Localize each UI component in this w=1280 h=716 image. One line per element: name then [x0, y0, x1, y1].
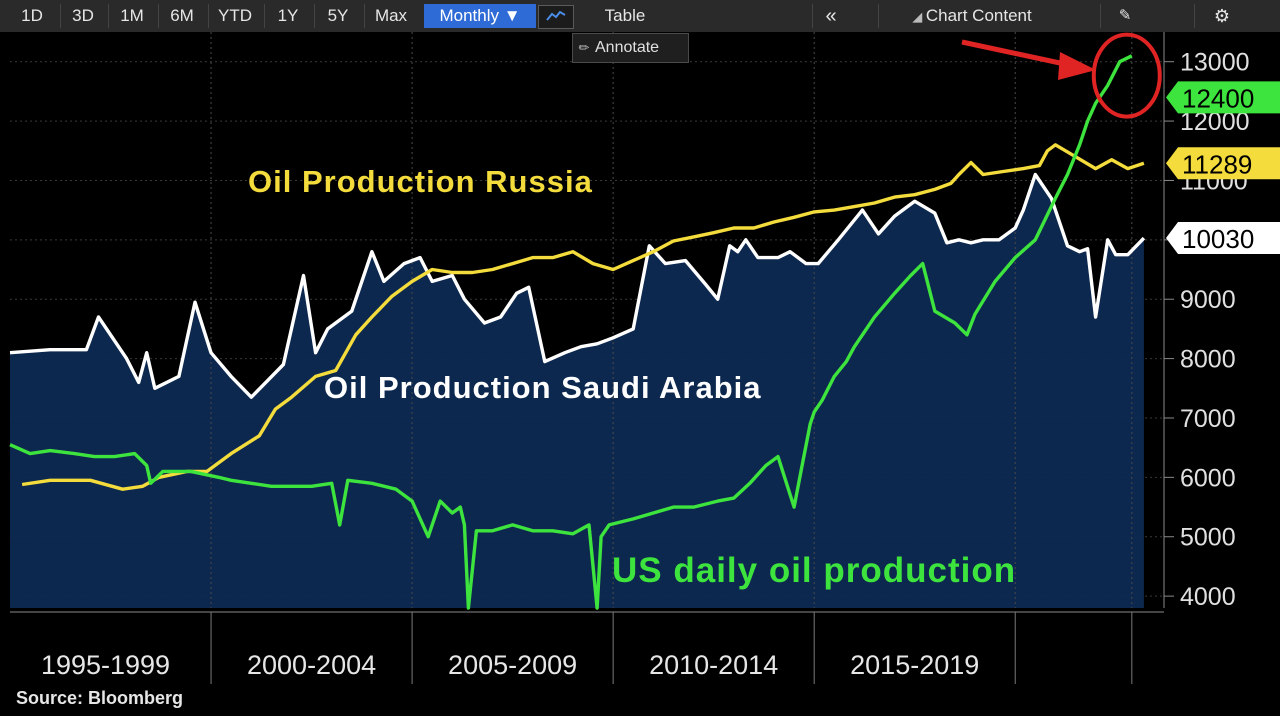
y-tick-label: 7000 — [1180, 405, 1236, 433]
y-tick-label: 5000 — [1180, 524, 1236, 552]
y-tick-label: 9000 — [1180, 286, 1236, 314]
interval-label: Monthly — [439, 6, 499, 25]
value-badge-text: 11289 — [1182, 149, 1252, 179]
table-button[interactable]: Table — [604, 6, 646, 25]
annotations-layer: Oil Production Russia Oil Production Saud… — [248, 164, 1016, 590]
annotate-button[interactable]: ✏ Annotate — [572, 33, 689, 63]
x-period-label: 2005-2009 — [448, 650, 577, 680]
y-tick-label: 13000 — [1180, 49, 1250, 77]
annotate-label: Annotate — [595, 39, 660, 56]
value-badge — [1166, 222, 1280, 255]
period-separators — [210, 32, 1133, 608]
chart-content-icon: ◢ — [912, 9, 926, 24]
gear-icon[interactable]: ⚙ — [1194, 4, 1249, 28]
range-1y-button[interactable]: 1Y — [264, 4, 311, 28]
us-line — [9, 54, 1133, 610]
chart-content-button[interactable]: ◢ Chart Content — [878, 4, 1065, 28]
line-chart-icon[interactable] — [538, 5, 574, 29]
range-max-button[interactable]: Max — [364, 4, 417, 28]
x-period-label: 2010-2014 — [649, 650, 778, 680]
x-period-label: 1995-1999 — [41, 650, 170, 680]
x-period-label: 2000-2004 — [247, 650, 376, 680]
saudi-annotation: Oil Production Saudi Arabia — [324, 370, 762, 405]
value-badge-text: 10030 — [1182, 224, 1254, 254]
range-6m-button[interactable]: 6M — [158, 4, 205, 28]
us-last-value: 12400 — [1166, 81, 1280, 114]
range-3d-button[interactable]: 3D — [60, 4, 105, 28]
interval-dropdown[interactable]: Monthly ▼ — [424, 4, 536, 28]
range-1m-button[interactable]: 1M — [108, 4, 155, 28]
pencil-icon: ✏ — [578, 40, 590, 55]
value-badge-text: 12400 — [1182, 83, 1254, 113]
saudi-arabia-line — [9, 172, 1146, 399]
chart-toolbar: 1D 3D 1M 6M YTD 1Y 5Y Max Monthly ▼ Tabl… — [0, 0, 1280, 32]
y-tick-label: 8000 — [1180, 346, 1236, 374]
saudi-last-value: 10030 — [1166, 222, 1280, 255]
us-annotation: US daily oil production — [612, 551, 1016, 590]
russia-annotation: Oil Production Russia — [248, 164, 593, 199]
chart-content-label: Chart Content — [925, 6, 1032, 25]
last-value-labels: 10030 11289 12400 — [1166, 81, 1280, 255]
saudi-area — [10, 174, 1144, 609]
source-note: Source: Bloomberg — [16, 688, 184, 708]
collapse-icon[interactable]: « — [812, 4, 849, 28]
oil-production-chart: Oil Production Russia Oil Production Saud… — [9, 32, 1280, 684]
y-tick-label: 6000 — [1180, 464, 1236, 492]
chevron-down-icon: ▼ — [503, 6, 521, 25]
range-5y-button[interactable]: 5Y — [314, 4, 361, 28]
x-axis: 1995-1999 2000-2004 2005-2009 2010-2014 2015… — [10, 611, 1164, 684]
range-1d-button[interactable]: 1D — [21, 6, 43, 25]
arrow-head — [1058, 52, 1096, 80]
value-badge — [1166, 147, 1280, 180]
edit-icon[interactable]: ✎ — [1100, 4, 1149, 28]
y-axis: 4000500060007000800090001000011000120001… — [1163, 32, 1250, 611]
range-ytd-button[interactable]: YTD — [208, 4, 261, 28]
series-lines — [9, 54, 1146, 610]
peak-circle — [1091, 32, 1162, 119]
arrow-shaft — [961, 39, 1075, 69]
x-period-label: 2015-2019 — [850, 650, 979, 680]
value-badge — [1166, 81, 1280, 114]
russia-line — [21, 143, 1145, 491]
saudi-area-fill — [10, 174, 1144, 609]
y-tick-label: 4000 — [1180, 583, 1236, 611]
peak-highlight — [961, 32, 1162, 119]
russia-last-value: 11289 — [1166, 147, 1280, 179]
